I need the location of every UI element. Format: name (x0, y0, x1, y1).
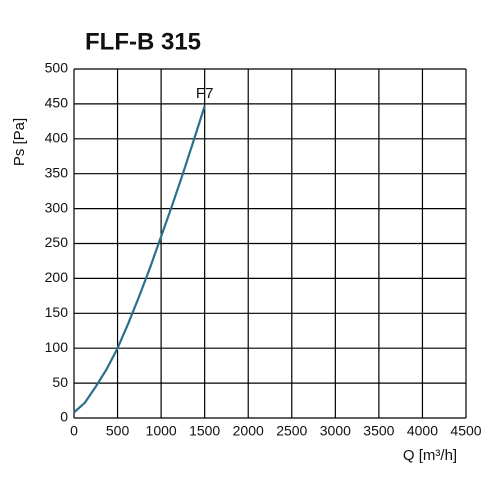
y-tick-label: 250 (45, 234, 69, 250)
y-tick-label: 350 (45, 164, 69, 180)
y-tick-label: 150 (45, 304, 69, 320)
y-tick-label: 100 (45, 339, 69, 355)
data-line (73, 105, 206, 414)
chart-title: FLF-B 315 (85, 28, 201, 55)
y-axis-label: Ps [Pa] (11, 118, 28, 166)
x-tick-label: 4500 (450, 423, 481, 439)
x-tick-label: 4000 (407, 423, 438, 439)
x-tick-label: 2500 (276, 423, 307, 439)
y-tick-label: 300 (45, 199, 69, 215)
y-tick-label: 500 (45, 60, 69, 76)
x-tick-label: 1000 (146, 423, 177, 439)
x-tick-label: 3000 (320, 423, 351, 439)
x-tick-label: 2000 (233, 423, 264, 439)
x-axis-label: Q [m³/h] (403, 447, 457, 464)
y-tick-label: 50 (52, 374, 68, 390)
x-tick-label: 0 (70, 423, 78, 439)
x-tick-label: 1500 (189, 423, 220, 439)
x-tick-label: 3500 (363, 423, 394, 439)
x-tick-label: 500 (106, 423, 130, 439)
y-tick-label: 450 (45, 95, 69, 111)
y-tick-label: 0 (60, 409, 68, 425)
y-tick-label: 200 (45, 269, 69, 285)
series-label: F7 (196, 85, 214, 102)
y-tick-label: 400 (45, 130, 69, 146)
